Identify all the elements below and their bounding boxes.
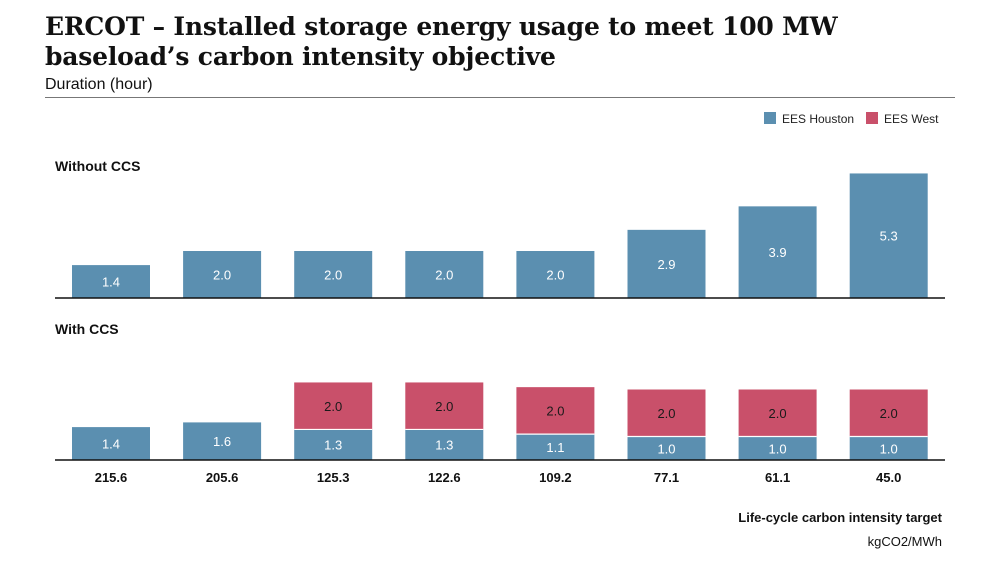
bar-0-0-1 [183, 251, 262, 298]
category-label-3: 122.6 [428, 470, 461, 485]
bar-1-0-1 [183, 422, 262, 460]
data-label-1-0-1: 1.6 [213, 434, 231, 449]
category-label-6: 61.1 [765, 470, 790, 485]
bar-1-1-5 [627, 389, 706, 437]
bar-1-1-4 [516, 387, 595, 435]
category-label-1: 205.6 [206, 470, 239, 485]
bar-0-0-3 [405, 251, 484, 298]
data-label-1-0-4: 1.1 [546, 440, 564, 455]
data-label-1-0-3: 1.3 [435, 438, 453, 453]
category-label-4: 109.2 [539, 470, 572, 485]
data-label-1-1-3: 2.0 [435, 399, 453, 414]
data-label-1-1-6: 2.0 [769, 406, 787, 421]
data-label-0-0-6: 3.9 [769, 245, 787, 260]
panel-label-1: With CCS [55, 321, 119, 337]
chart-subtitle: Duration (hour) [45, 76, 153, 93]
bar-1-0-3 [405, 429, 484, 460]
data-label-1-0-5: 1.0 [657, 441, 675, 456]
bar-1-1-3 [405, 382, 484, 430]
bar-0-0-7 [849, 173, 928, 298]
data-label-1-0-6: 1.0 [769, 441, 787, 456]
title-rule [45, 97, 955, 98]
bar-0-0-2 [294, 251, 373, 298]
data-label-1-0-0: 1.4 [102, 437, 120, 452]
data-label-1-1-7: 2.0 [880, 406, 898, 421]
category-label-7: 45.0 [876, 470, 901, 485]
bar-1-1-2 [294, 382, 373, 430]
bar-0-0-4 [516, 251, 595, 298]
bar-1-0-4 [516, 434, 595, 460]
data-label-0-0-4: 2.0 [546, 268, 564, 283]
bar-1-1-6 [738, 389, 817, 437]
chart-title: ERCOT – Installed storage energy usage t… [45, 12, 838, 71]
panel-label-0: Without CCS [55, 158, 140, 174]
x-axis-title: Life-cycle carbon intensity target [738, 510, 942, 525]
category-label-2: 125.3 [317, 470, 350, 485]
bar-1-1-7 [849, 389, 928, 437]
data-label-1-1-2: 2.0 [324, 399, 342, 414]
bar-1-0-0 [72, 427, 150, 460]
data-label-1-0-2: 1.3 [324, 438, 342, 453]
data-label-0-0-5: 2.9 [657, 257, 675, 272]
data-label-0-0-0: 1.4 [102, 275, 120, 290]
legend-label-1: EES West [884, 112, 939, 126]
legend-swatch-1 [866, 112, 878, 124]
data-label-1-1-4: 2.0 [546, 404, 564, 419]
legend-swatch-0 [764, 112, 776, 124]
x-axis-unit: kgCO2/MWh [868, 534, 942, 549]
bar-1-0-5 [627, 436, 706, 460]
bar-1-0-2 [294, 429, 373, 460]
category-label-5: 77.1 [654, 470, 679, 485]
bar-0-0-0 [72, 265, 150, 298]
bar-0-0-6 [738, 206, 817, 298]
data-label-0-0-7: 5.3 [880, 229, 898, 244]
bar-0-0-5 [627, 229, 706, 298]
bar-1-0-6 [738, 436, 817, 460]
data-label-0-0-1: 2.0 [213, 268, 231, 283]
bar-1-0-7 [849, 436, 928, 460]
legend-label-0: EES Houston [782, 112, 854, 126]
data-label-1-0-7: 1.0 [880, 441, 898, 456]
data-label-1-1-5: 2.0 [657, 406, 675, 421]
data-label-0-0-3: 2.0 [435, 268, 453, 283]
category-label-0: 215.6 [95, 470, 128, 485]
data-label-0-0-2: 2.0 [324, 268, 342, 283]
